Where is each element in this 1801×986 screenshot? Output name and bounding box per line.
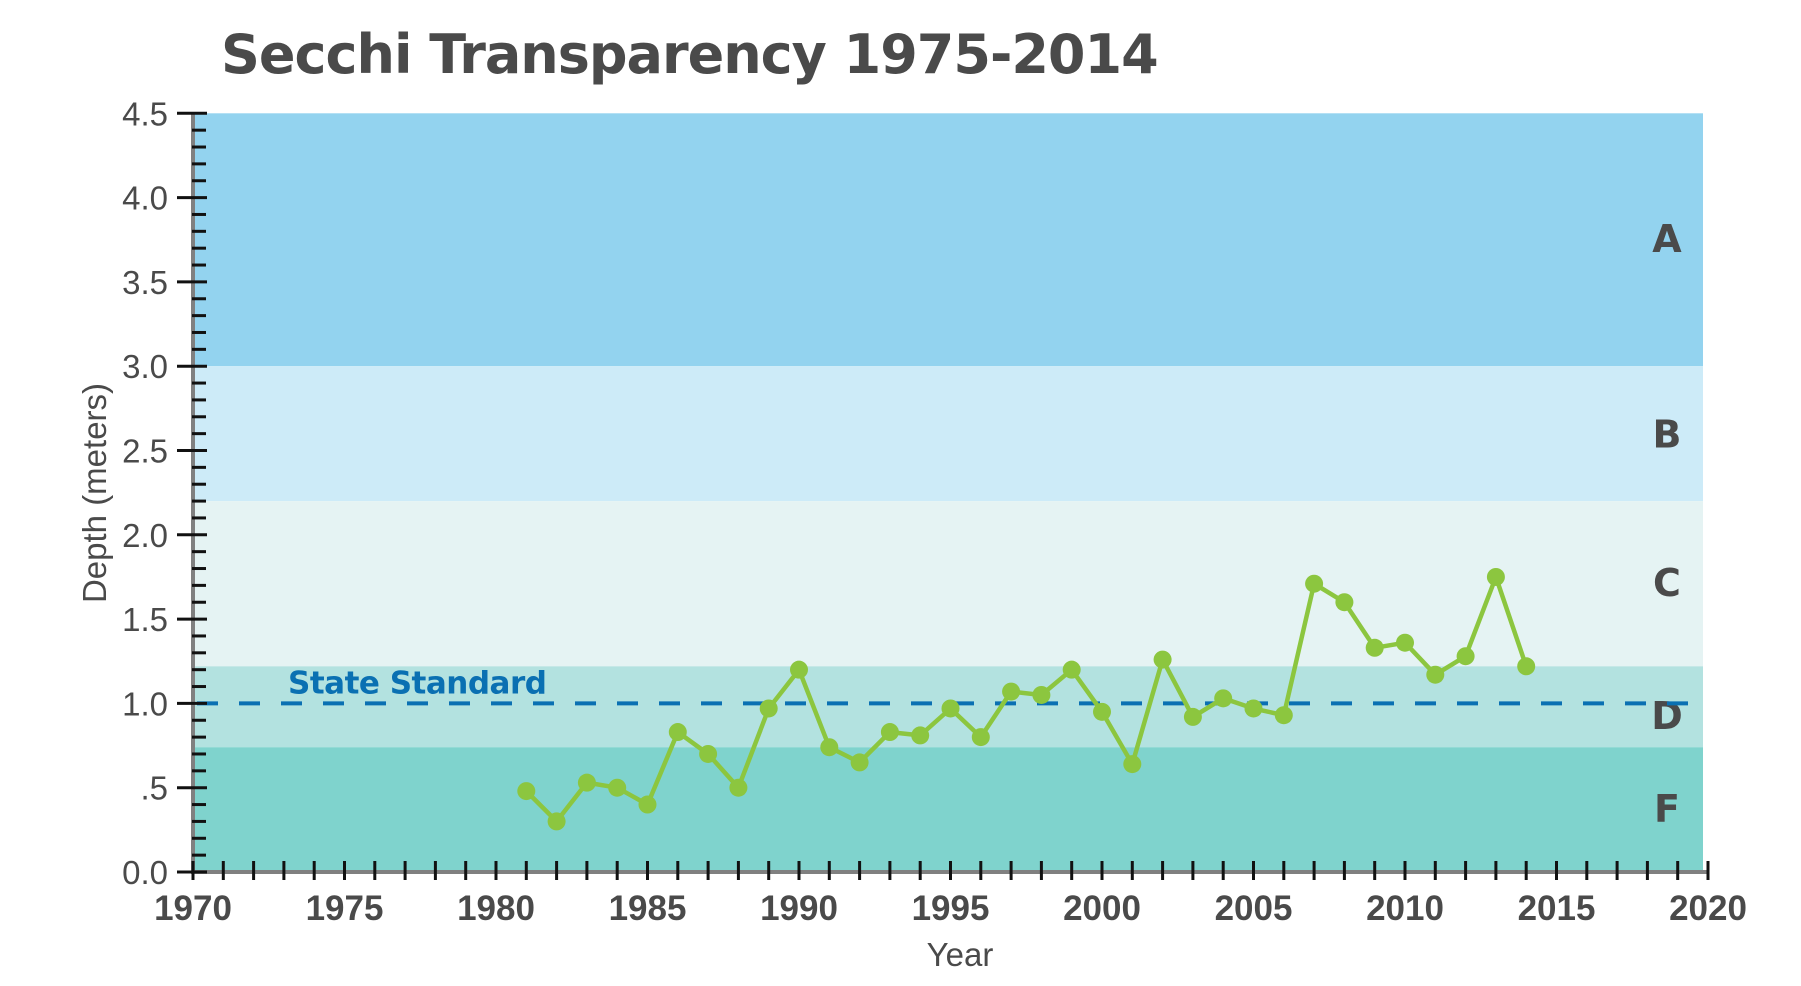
data-point-1986 — [668, 723, 687, 742]
state-standard-label: State Standard — [288, 665, 546, 701]
x-tick-label: 1975 — [306, 889, 384, 928]
y-tick-label: 3.5 — [122, 264, 168, 301]
data-point-2007 — [1305, 574, 1324, 593]
data-point-1996 — [971, 728, 990, 747]
x-tick-label: 1995 — [912, 889, 990, 928]
grade-label-c: C — [1653, 561, 1681, 605]
x-axis-label: Year — [927, 936, 994, 973]
data-point-1994 — [911, 726, 930, 745]
data-point-2005 — [1244, 699, 1263, 718]
grade-label-d: D — [1651, 694, 1683, 738]
data-point-2011 — [1426, 665, 1445, 684]
x-tick-label: 2010 — [1366, 889, 1444, 928]
x-tick-label: 2020 — [1669, 889, 1747, 928]
band-f — [193, 747, 1703, 872]
data-point-1988 — [729, 778, 748, 797]
data-point-1995 — [941, 699, 960, 718]
data-point-1997 — [1002, 682, 1021, 701]
data-point-2010 — [1396, 633, 1414, 652]
y-tick-label: 2.0 — [122, 517, 168, 554]
band-b — [193, 366, 1703, 502]
data-point-2014 — [1517, 657, 1536, 676]
data-point-2000 — [1093, 702, 1111, 721]
grade-bands — [193, 113, 1703, 872]
y-tick-label: 1.0 — [122, 685, 168, 722]
data-point-2006 — [1274, 706, 1293, 725]
data-point-1990 — [790, 660, 808, 679]
x-tick-label: 2005 — [1215, 889, 1293, 928]
data-point-1998 — [1032, 685, 1051, 704]
grade-labels: A B C D F — [1651, 217, 1683, 831]
x-tick-label: 1990 — [760, 889, 838, 928]
band-c — [193, 501, 1703, 667]
grade-label-f: F — [1654, 787, 1680, 831]
y-axis-label: Depth (meters) — [76, 383, 113, 603]
data-point-2008 — [1335, 593, 1354, 612]
grade-label-a: A — [1652, 217, 1682, 261]
x-tick-label: 1970 — [154, 889, 232, 928]
state-standard: State Standard — [197, 665, 1703, 706]
data-point-2001 — [1123, 755, 1142, 774]
y-tick-label: 4.0 — [122, 180, 168, 217]
y-tick-label: .5 — [140, 770, 168, 807]
y-axis-ticks: 0.0 .5 1.0 1.5 2.0 2.5 3.0 3.5 4.0 4.5 — [122, 95, 207, 891]
data-point-1989 — [759, 699, 778, 718]
y-tick-label: 1.5 — [122, 601, 168, 638]
x-tick-label: 1985 — [609, 889, 687, 928]
y-tick-label: 2.5 — [122, 433, 168, 470]
x-tick-label: 2015 — [1518, 889, 1596, 928]
data-point-1982 — [547, 812, 566, 831]
data-series — [517, 567, 1536, 831]
band-a — [193, 113, 1703, 367]
chart-title: Secchi Transparency 1975-2014 — [221, 23, 1158, 86]
data-point-1991 — [820, 738, 839, 757]
data-point-2012 — [1456, 647, 1475, 666]
series-line — [524, 574, 1529, 824]
data-point-1985 — [638, 795, 657, 814]
y-tick-label: 3.0 — [122, 348, 168, 385]
x-axis-ticks: 1970 1975 1980 1985 1990 1995 2000 2005 2010 2015… — [154, 861, 1747, 928]
data-point-2004 — [1214, 689, 1233, 708]
data-point-1987 — [699, 744, 718, 763]
data-point-1993 — [880, 723, 899, 742]
data-point-2003 — [1183, 707, 1202, 726]
x-tick-label: 2000 — [1063, 889, 1141, 928]
data-point-2009 — [1365, 638, 1384, 657]
x-tick-label: 1980 — [457, 889, 535, 928]
data-point-1999 — [1062, 660, 1081, 679]
data-point-1983 — [577, 773, 596, 792]
data-point-2002 — [1153, 650, 1172, 669]
y-tick-label: 4.5 — [122, 95, 168, 132]
y-tick-label: 0.0 — [122, 854, 168, 891]
data-point-1984 — [608, 778, 627, 797]
data-point-1992 — [850, 753, 869, 772]
grade-label-b: B — [1653, 413, 1682, 457]
data-point-2013 — [1486, 567, 1505, 586]
data-point-1981 — [517, 782, 536, 801]
